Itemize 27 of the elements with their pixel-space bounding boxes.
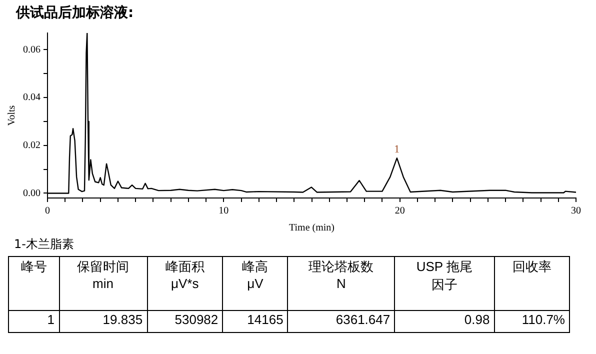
- text: 110.7%: [494, 310, 570, 332]
- y-tick-label: 0.02: [23, 140, 40, 152]
- y-tick-label: 0.04: [23, 92, 40, 104]
- x-tick-label: 0: [45, 206, 50, 217]
- text: 保留时间 min: [59, 256, 148, 310]
- x-tick-label: 20: [394, 206, 405, 217]
- y-tick-label: 0.06: [23, 44, 40, 56]
- text: 1: [8, 310, 60, 332]
- text: 峰号: [20, 258, 48, 276]
- text: 回收率: [511, 258, 552, 276]
- text: 6361.647: [288, 310, 395, 332]
- chart-title: 供试品后加标溶液:: [16, 4, 134, 22]
- x-tick-label: 10: [218, 206, 229, 217]
- y-tick-label: 0.00: [23, 188, 40, 199]
- text: USP 拖尾因子: [415, 258, 474, 294]
- text: 峰面积 μV*s: [147, 256, 223, 310]
- text: 理论塔板数 N: [288, 256, 395, 310]
- text: 峰高 μV: [222, 256, 288, 310]
- text: 530982: [147, 310, 223, 332]
- x-axis-title: Time (min): [289, 222, 334, 234]
- text: 1-木兰脂素: [14, 236, 74, 253]
- text: 14165: [222, 310, 288, 332]
- annotation: 1: [394, 143, 400, 156]
- y-axis-title: Volts: [6, 105, 18, 126]
- x-tick-label: 30: [571, 206, 581, 217]
- text: 19.835: [59, 310, 148, 332]
- text: 0.98: [394, 310, 494, 332]
